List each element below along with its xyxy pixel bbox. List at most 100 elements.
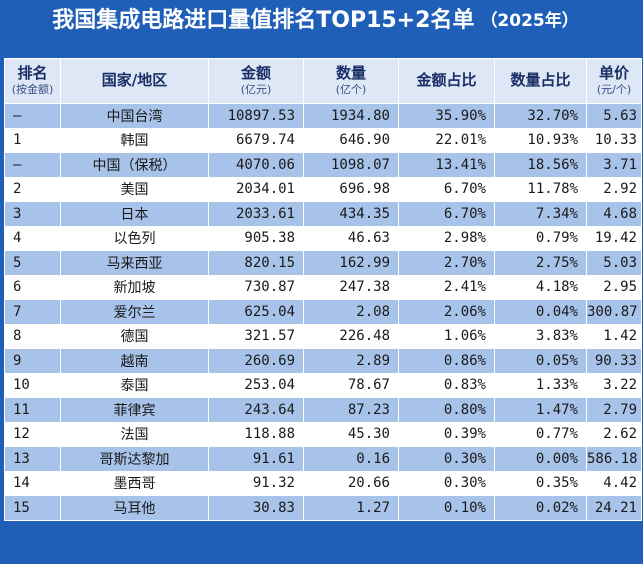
quantity-cell: 20.66	[303, 470, 399, 496]
rank-cell: 8	[4, 323, 61, 349]
column-header-label: 数量	[335, 64, 366, 83]
import-ranking-table: 排名 (按金额) 国家/地区 金额 (亿元) 数量 (亿个) 金额占比 数量占比 单价 (元/个) …	[4, 58, 642, 521]
quantity-cell: 1098.07	[303, 152, 399, 178]
amount-share-cell: 0.80%	[398, 397, 495, 423]
table-row: 5 马来西亚 820.15 162.99 2.70% 2.75% 5.03	[4, 250, 642, 276]
rank-cell: 5	[4, 250, 61, 276]
unit-price-cell: 24.21	[586, 495, 642, 521]
quantity-cell: 247.38	[303, 274, 399, 300]
table-row: – 中国台湾 10897.53 1934.80 35.90% 32.70% 5.63	[4, 103, 642, 129]
quantity-cell: 78.67	[303, 372, 399, 398]
amount-cell: 253.04	[208, 372, 304, 398]
quantity-share-cell: 0.04%	[494, 299, 587, 325]
amount-share-cell: 6.70%	[398, 176, 495, 202]
quantity-cell: 46.63	[303, 225, 399, 251]
rank-cell: –	[4, 103, 61, 129]
amount-cell: 260.69	[208, 348, 304, 374]
amount-cell: 91.61	[208, 446, 304, 472]
rank-cell: 12	[4, 421, 61, 447]
amount-share-cell: 6.70%	[398, 201, 495, 227]
quantity-share-cell: 3.83%	[494, 323, 587, 349]
column-header-amount-share: 金额占比	[398, 58, 495, 104]
unit-price-cell: 2.92	[586, 176, 642, 202]
amount-cell: 905.38	[208, 225, 304, 251]
amount-cell: 91.32	[208, 470, 304, 496]
unit-price-cell: 90.33	[586, 348, 642, 374]
amount-cell: 243.64	[208, 397, 304, 423]
table-row: 9 越南 260.69 2.89 0.86% 0.05% 90.33	[4, 348, 642, 374]
rank-cell: 14	[4, 470, 61, 496]
country-cell: 越南	[60, 348, 209, 374]
column-header-unit: (亿个)	[335, 83, 367, 97]
column-header-amount: 金额 (亿元)	[208, 58, 304, 104]
table-body: – 中国台湾 10897.53 1934.80 35.90% 32.70% 5.63 1 韩国 6…	[4, 103, 642, 521]
amount-cell: 6679.74	[208, 127, 304, 153]
amount-cell: 118.88	[208, 421, 304, 447]
country-cell: 马来西亚	[60, 250, 209, 276]
quantity-cell: 226.48	[303, 323, 399, 349]
quantity-cell: 0.16	[303, 446, 399, 472]
column-header-unit: (亿元)	[240, 83, 272, 97]
amount-share-cell: 0.30%	[398, 470, 495, 496]
amount-cell: 730.87	[208, 274, 304, 300]
quantity-share-cell: 0.77%	[494, 421, 587, 447]
quantity-cell: 434.35	[303, 201, 399, 227]
amount-cell: 30.83	[208, 495, 304, 521]
amount-share-cell: 2.98%	[398, 225, 495, 251]
column-header-quantity: 数量 (亿个)	[303, 58, 399, 104]
unit-price-cell: 2.95	[586, 274, 642, 300]
amount-cell: 321.57	[208, 323, 304, 349]
table-header-row: 排名 (按金额) 国家/地区 金额 (亿元) 数量 (亿个) 金额占比 数量占比 单价 (元/个)	[4, 58, 642, 104]
table-row: 13 哥斯达黎加 91.61 0.16 0.30% 0.00% 586.18	[4, 446, 642, 472]
amount-cell: 2034.01	[208, 176, 304, 202]
quantity-share-cell: 1.47%	[494, 397, 587, 423]
column-header-label: 金额	[240, 64, 271, 83]
amount-cell: 10897.53	[208, 103, 304, 129]
column-header-unit-price: 单价 (元/个)	[586, 58, 642, 104]
rank-cell: 15	[4, 495, 61, 521]
table-row: 6 新加坡 730.87 247.38 2.41% 4.18% 2.95	[4, 274, 642, 300]
column-header-country: 国家/地区	[60, 58, 209, 104]
country-cell: 美国	[60, 176, 209, 202]
table-row: 1 韩国 6679.74 646.90 22.01% 10.93% 10.33	[4, 127, 642, 153]
table-row: 3 日本 2033.61 434.35 6.70% 7.34% 4.68	[4, 201, 642, 227]
quantity-cell: 2.08	[303, 299, 399, 325]
amount-cell: 2033.61	[208, 201, 304, 227]
country-cell: 哥斯达黎加	[60, 446, 209, 472]
quantity-cell: 1934.80	[303, 103, 399, 129]
amount-share-cell: 0.83%	[398, 372, 495, 398]
amount-cell: 820.15	[208, 250, 304, 276]
quantity-share-cell: 1.33%	[494, 372, 587, 398]
column-header-label: 国家/地区	[101, 71, 168, 90]
column-header-label: 单价	[598, 64, 629, 83]
unit-price-cell: 2.79	[586, 397, 642, 423]
quantity-share-cell: 32.70%	[494, 103, 587, 129]
table-row: 14 墨西哥 91.32 20.66 0.30% 0.35% 4.42	[4, 470, 642, 496]
rank-cell: 4	[4, 225, 61, 251]
amount-share-cell: 2.06%	[398, 299, 495, 325]
column-header-label: 数量占比	[510, 71, 571, 90]
country-cell: 中国（保税）	[60, 152, 209, 178]
table-row: 15 马耳他 30.83 1.27 0.10% 0.02% 24.21	[4, 495, 642, 521]
country-cell: 泰国	[60, 372, 209, 398]
unit-price-cell: 5.63	[586, 103, 642, 129]
rank-cell: 10	[4, 372, 61, 398]
country-cell: 韩国	[60, 127, 209, 153]
quantity-share-cell: 10.93%	[494, 127, 587, 153]
unit-price-cell: 4.42	[586, 470, 642, 496]
country-cell: 墨西哥	[60, 470, 209, 496]
rank-cell: 1	[4, 127, 61, 153]
quantity-cell: 646.90	[303, 127, 399, 153]
table-row: – 中国（保税） 4070.06 1098.07 13.41% 18.56% 3.71	[4, 152, 642, 178]
amount-cell: 4070.06	[208, 152, 304, 178]
quantity-cell: 162.99	[303, 250, 399, 276]
rank-cell: 3	[4, 201, 61, 227]
unit-price-cell: 10.33	[586, 127, 642, 153]
title-bar: 我国集成电路进口量值排名TOP15+2名单 （2025年）	[0, 0, 643, 36]
rank-cell: 9	[4, 348, 61, 374]
amount-share-cell: 0.30%	[398, 446, 495, 472]
table-row: 12 法国 118.88 45.30 0.39% 0.77% 2.62	[4, 421, 642, 447]
page-title: 我国集成电路进口量值排名TOP15+2名单	[52, 8, 475, 33]
quantity-share-cell: 0.05%	[494, 348, 587, 374]
quantity-share-cell: 18.56%	[494, 152, 587, 178]
